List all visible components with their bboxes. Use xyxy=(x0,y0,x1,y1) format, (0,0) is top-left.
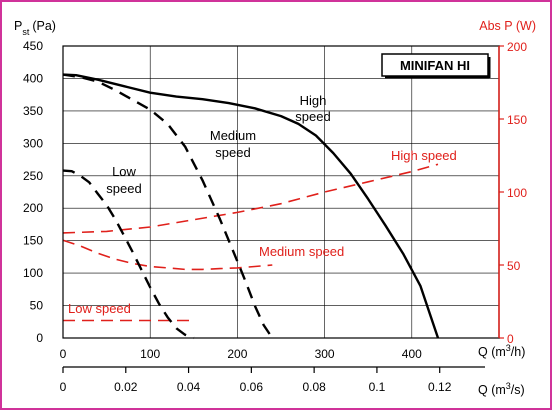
y-left-tick-label: 300 xyxy=(23,136,43,150)
title-box xyxy=(381,53,489,77)
annotation-power-high: High speed xyxy=(391,148,457,163)
x-top-tick-label: 200 xyxy=(227,347,247,361)
x-top-tick-label: 0 xyxy=(60,347,67,361)
y-left-label-sub: st xyxy=(22,27,30,37)
y-left-tick-label: 50 xyxy=(30,299,44,313)
x-bottom-ticks: 0 0.02 0.04 0.06 0.08 0.1 0.12 xyxy=(60,367,452,394)
y-left-tick-label: 200 xyxy=(23,201,43,215)
x-bottom-tick-label: 0.08 xyxy=(302,380,326,394)
chart-title: MINIFAN HI xyxy=(400,58,470,73)
y-left-tick-label: 450 xyxy=(23,39,43,53)
pressure-curve-high-speed xyxy=(62,73,440,339)
x-top-tick-label: 100 xyxy=(140,347,160,361)
power-curve-medium-speed xyxy=(62,239,273,271)
x-top-tick-label: 400 xyxy=(402,347,422,361)
annotation-low-line1: Low xyxy=(112,164,136,179)
y-left-label-unit: (Pa) xyxy=(32,19,56,33)
annotation-low-line2: speed xyxy=(106,181,141,196)
x-top-axis-label: Q (m3/h) xyxy=(478,343,525,359)
y-right-tick-label: 200 xyxy=(507,40,527,54)
y-right-tick-label: 50 xyxy=(507,259,521,273)
y-left-tick-label: 100 xyxy=(23,266,43,280)
grid-lines xyxy=(63,46,499,338)
pressure-curve-low-speed xyxy=(62,169,195,340)
x-bottom-axis-label: Q (m3/s) xyxy=(478,381,525,397)
x-bottom-tick-label: 0.06 xyxy=(240,380,264,394)
x-bottom-tick-label: 0.02 xyxy=(114,380,138,394)
annotation-high-line1: High xyxy=(300,93,327,108)
annotation-medium-line2: speed xyxy=(215,145,250,160)
series-lines xyxy=(62,73,440,340)
x-top-label-main: Q (m xyxy=(478,345,506,359)
tick-labels: 0 50 100 150 200 250 300 350 400 450 0 50 100 150 200 0… xyxy=(23,39,527,361)
x-bottom-tick-label: 0 xyxy=(60,380,67,394)
y-left-axis-label: Pst (Pa) xyxy=(14,19,56,37)
x-top-label-sup: 3 xyxy=(506,343,511,353)
y-left-tick-label: 250 xyxy=(23,169,43,183)
pressure-curve-medium-speed xyxy=(62,73,274,339)
y-right-tick-label: 0 xyxy=(507,332,514,346)
annotation-power-medium: Medium speed xyxy=(259,244,344,259)
y-right-axis-label: Abs P (W) xyxy=(479,19,536,33)
y-left-tick-label: 350 xyxy=(23,104,43,118)
y-right-tick-label: 150 xyxy=(507,113,527,127)
x-bottom-tick-label: 0.12 xyxy=(428,380,452,394)
annotation-power-low: Low speed xyxy=(68,301,131,316)
x-top-tick-label: 300 xyxy=(315,347,335,361)
power-curve-high-speed xyxy=(62,163,439,234)
y-left-tick-label: 400 xyxy=(23,71,43,85)
x-bottom-tick-label: 0.1 xyxy=(369,380,386,394)
annotation-medium-line1: Medium xyxy=(210,128,256,143)
x-bottom-label-main: Q (m xyxy=(478,383,506,397)
x-bottom-label-tail: /s) xyxy=(511,383,525,397)
x-bottom-tick-label: 0.04 xyxy=(177,380,201,394)
y-right-tick-label: 100 xyxy=(507,186,527,200)
y-left-tick-label: 150 xyxy=(23,234,43,248)
y-left-tick-label: 0 xyxy=(36,331,43,345)
x-bottom-label-sup: 3 xyxy=(506,381,511,391)
y-left-label-main: P xyxy=(14,19,22,33)
x-top-label-tail: /h) xyxy=(511,345,526,359)
annotation-high-line2: speed xyxy=(295,109,330,124)
